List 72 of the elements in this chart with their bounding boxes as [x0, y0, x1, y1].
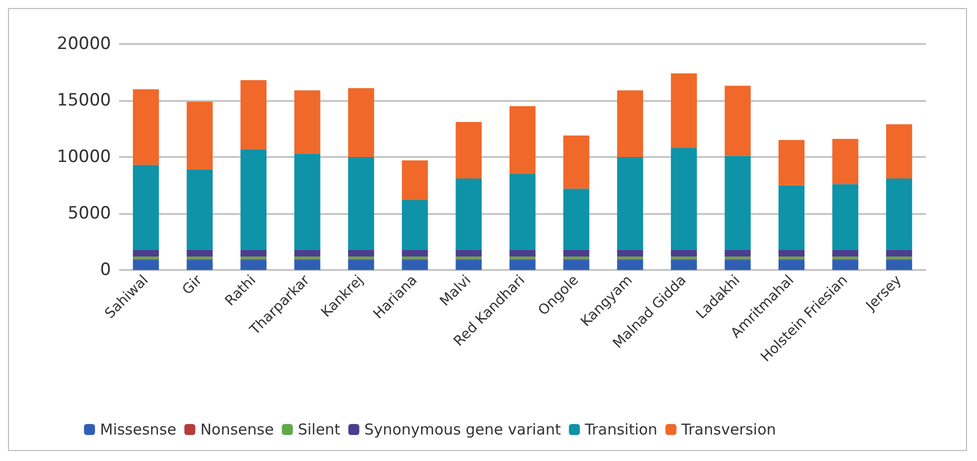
bar	[510, 106, 536, 174]
bar	[186, 250, 213, 256]
bar	[186, 260, 213, 270]
bar	[563, 250, 590, 256]
bar	[670, 260, 697, 270]
bar	[132, 164, 159, 250]
bar	[186, 102, 213, 170]
legend-label: Transversion	[680, 420, 776, 438]
bar	[132, 260, 159, 270]
bar	[724, 86, 751, 156]
bar	[670, 73, 697, 148]
bar	[724, 250, 751, 256]
bar	[402, 260, 428, 270]
y-tick-label: 15000	[56, 90, 111, 110]
bar	[563, 260, 590, 270]
bar	[294, 90, 320, 154]
bar	[886, 250, 912, 256]
bar	[456, 122, 482, 178]
bar	[832, 260, 858, 270]
y-tick-label: 5000	[68, 204, 111, 224]
bar	[778, 185, 804, 250]
bar	[510, 174, 536, 250]
x-tick-label: Gir	[180, 272, 206, 298]
bar	[240, 250, 266, 256]
bar	[724, 260, 751, 270]
bar	[510, 250, 536, 256]
bar	[294, 260, 320, 270]
legend-label: Transition	[584, 420, 658, 438]
bar	[724, 156, 751, 250]
bar	[348, 88, 374, 157]
bar	[348, 260, 374, 270]
bar	[670, 250, 697, 256]
bar	[240, 260, 266, 270]
bar	[778, 250, 804, 256]
legend-label: Nonsense	[200, 420, 274, 438]
y-tick-label: 0	[100, 260, 111, 280]
bar	[563, 188, 590, 250]
bar	[617, 260, 644, 270]
legend-label: Missesnse	[100, 420, 176, 438]
bar	[617, 250, 644, 256]
legend-label: Synonymous gene variant	[364, 420, 562, 438]
bar	[886, 178, 912, 250]
bar	[456, 260, 482, 270]
bar	[456, 250, 482, 256]
bar	[886, 124, 912, 178]
bar	[132, 250, 159, 256]
bar	[778, 140, 804, 186]
bar	[402, 160, 428, 200]
bar	[186, 169, 213, 250]
y-tick-label: 20000	[56, 34, 111, 54]
bar	[617, 157, 644, 250]
bar	[510, 260, 536, 270]
bar	[402, 250, 428, 256]
bar	[617, 90, 644, 157]
bar	[670, 148, 697, 250]
bar	[240, 149, 266, 250]
bar	[294, 154, 320, 250]
bar	[348, 157, 374, 250]
bar	[132, 89, 159, 165]
bar	[832, 184, 858, 250]
bar	[778, 260, 804, 270]
bar	[348, 250, 374, 256]
bar	[832, 138, 858, 184]
y-tick-label: 10000	[56, 147, 111, 167]
legend-label: Silent	[298, 420, 340, 438]
bar	[563, 136, 590, 189]
bar	[294, 250, 320, 256]
bar	[402, 200, 428, 250]
bar	[886, 260, 912, 270]
bar	[456, 178, 482, 250]
bar	[240, 80, 266, 150]
bar	[832, 250, 858, 256]
